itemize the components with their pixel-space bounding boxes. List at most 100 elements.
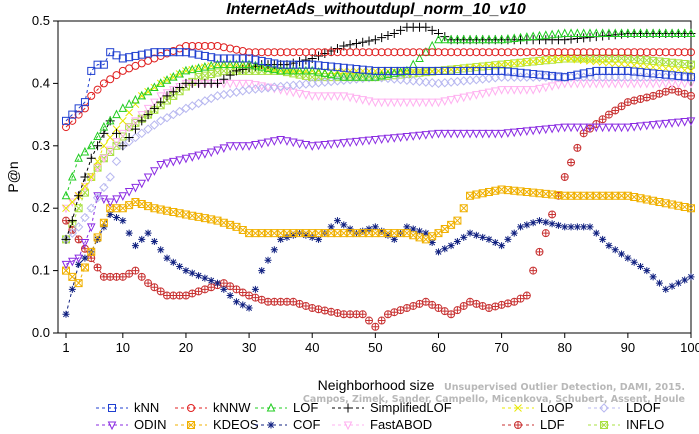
point-lof-5 (93, 131, 102, 140)
point-odin-30 (251, 141, 260, 150)
point-loop-10 (125, 108, 133, 117)
point-odin-71 (509, 128, 519, 138)
point-odin-2 (74, 254, 83, 264)
point-knn-54 (402, 66, 411, 75)
point-fastabod-61 (446, 96, 456, 105)
point-ldof-87 (610, 72, 620, 82)
axes-layer: 0.0 0.1 0.2 0.3 0.4 0.5 1 10 20 30 40 50 60 70 80 90 100 (32, 13, 699, 355)
point-cof-45 (346, 225, 354, 233)
point-knnw-26 (226, 44, 235, 53)
point-lof-96 (667, 28, 677, 37)
y-tick-label-0: 0.0 (32, 325, 50, 340)
point-knnw-99 (687, 48, 695, 57)
point-ldof-20 (187, 101, 197, 111)
point-fastabod-13 (143, 104, 153, 114)
point-cof-76 (542, 218, 550, 226)
point-cof-22 (201, 274, 209, 282)
point-odin-17 (169, 157, 178, 167)
point-simplifiedlof-1 (67, 216, 77, 226)
point-cof-49 (371, 223, 379, 231)
point-odin-42 (326, 140, 336, 150)
point-fastabod-88 (617, 79, 626, 89)
point-lof-11 (131, 94, 140, 104)
point-knn-3 (80, 98, 89, 107)
legend-label-inflo: INFLO (626, 417, 664, 432)
point-cof-79 (561, 223, 569, 231)
point-odin-43 (333, 139, 342, 149)
point-loop-73 (523, 58, 531, 67)
point-knn-63 (459, 66, 468, 75)
point-fastabod-64 (465, 92, 475, 101)
point-fastabod-73 (522, 86, 532, 95)
point-lof-87 (610, 28, 620, 37)
point-knnw-0 (62, 123, 70, 132)
point-lof-37 (295, 65, 304, 75)
point-knnw-38 (301, 48, 310, 57)
point-ldof-10 (124, 136, 134, 147)
point-odin-37 (295, 139, 304, 149)
point-fastabod-8 (112, 138, 121, 147)
x-tick-label-4: 40 (305, 340, 319, 355)
point-knnw-52 (390, 48, 399, 57)
point-knn-51 (383, 66, 392, 75)
point-fastabod-95 (661, 79, 671, 89)
point-fastabod-70 (503, 86, 513, 95)
y-tick-label-5: 0.5 (32, 13, 50, 28)
point-fastabod-74 (528, 86, 538, 95)
point-fastabod-34 (276, 86, 285, 95)
point-knnw-75 (535, 48, 544, 57)
point-cof-99 (687, 273, 695, 281)
point-simplifiedlof-24 (213, 78, 223, 88)
point-lof-18 (175, 68, 184, 78)
point-loop-84 (592, 57, 601, 66)
point-lof-86 (604, 28, 614, 37)
point-knn-71 (510, 68, 519, 77)
point-cof-54 (403, 223, 411, 231)
point-lof-83 (585, 28, 595, 37)
series-line-kdeos (65, 208, 111, 284)
legend-marker-inflo (600, 421, 608, 429)
point-fastabod-62 (453, 94, 462, 104)
point-cof-55 (409, 225, 417, 233)
point-lof-53 (396, 67, 405, 76)
point-odin-41 (320, 141, 330, 150)
point-lof-89 (623, 28, 633, 37)
point-ldof-18 (174, 106, 185, 117)
point-odin-45 (345, 138, 355, 148)
point-cof-65 (472, 231, 480, 239)
point-odin-95 (661, 119, 671, 129)
point-lof-1 (68, 171, 77, 181)
point-knnw-5 (93, 85, 102, 94)
point-knnw-4 (87, 91, 96, 100)
point-cof-40 (315, 235, 323, 243)
point-odin-22 (200, 150, 210, 159)
point-inflo-99 (687, 60, 695, 69)
point-fastabod-48 (364, 97, 374, 106)
legend-marker-ldf (514, 421, 523, 429)
point-knnw-43 (333, 48, 342, 57)
point-loop-23 (207, 62, 216, 70)
point-cof-93 (649, 273, 657, 281)
point-lof-7 (105, 115, 115, 125)
point-loop-11 (131, 100, 140, 109)
point-lof-13 (143, 86, 153, 96)
point-fastabod-93 (648, 79, 658, 89)
point-odin-56 (415, 131, 424, 141)
point-odin-51 (383, 134, 393, 144)
point-kdeos-4 (87, 247, 96, 256)
point-loop-86 (605, 58, 613, 67)
point-cof-35 (283, 233, 291, 241)
x-tick-label-10: 100 (680, 340, 699, 355)
point-knnw-71 (510, 48, 519, 57)
point-odin-20 (187, 153, 197, 162)
point-knnw-47 (358, 48, 367, 57)
point-cof-11 (131, 242, 139, 250)
point-knnw-49 (371, 48, 380, 57)
point-ldof-85 (597, 72, 608, 82)
point-fastabod-80 (566, 79, 576, 89)
point-ldf-62 (453, 306, 462, 315)
point-knn-37 (295, 60, 304, 69)
point-lof-64 (465, 34, 475, 44)
point-odin-46 (352, 137, 361, 147)
point-lof-17 (169, 72, 178, 81)
